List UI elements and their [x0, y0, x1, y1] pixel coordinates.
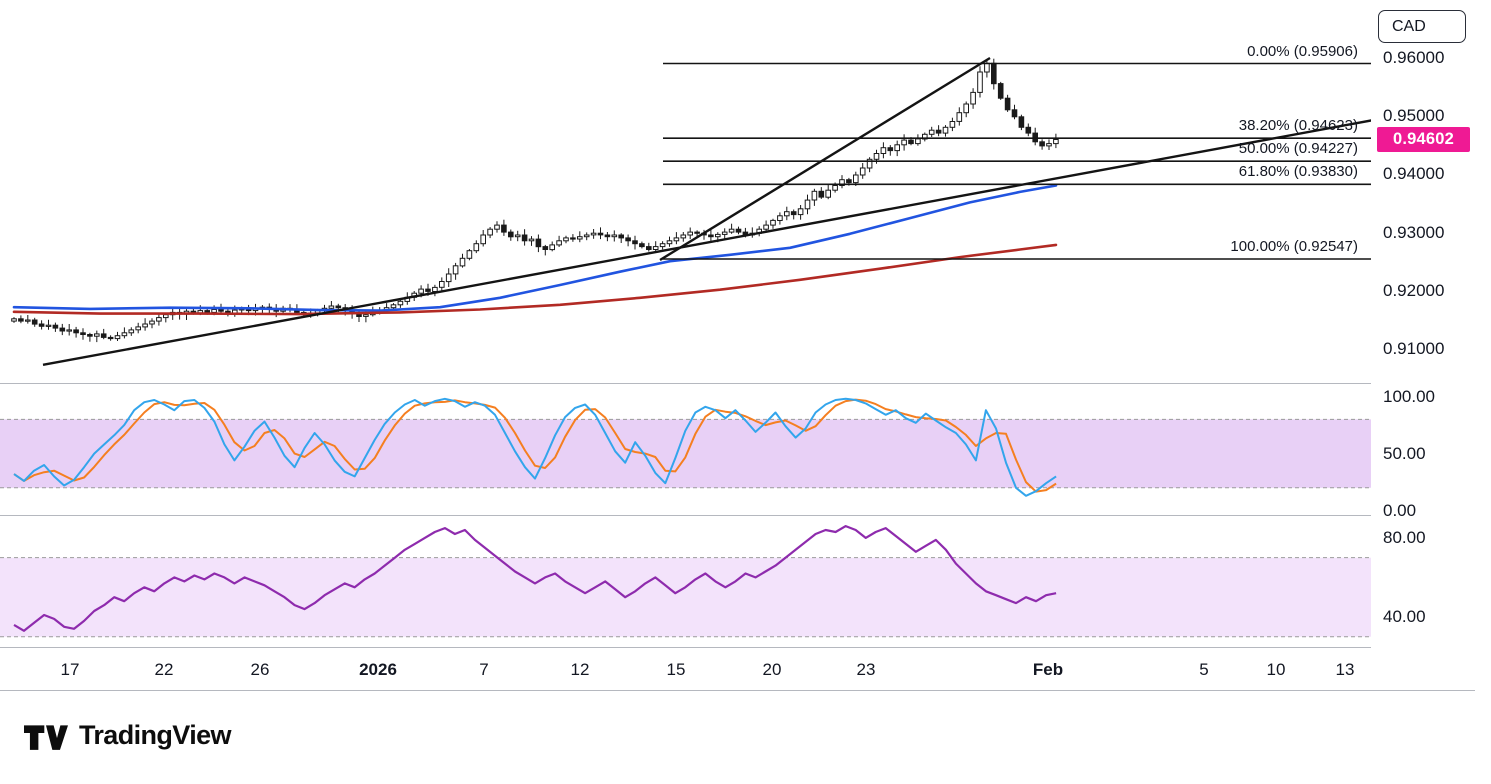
time-axis-label: Feb — [1032, 660, 1064, 679]
price-axis-label: 0.93000 — [1383, 222, 1445, 242]
pane-separator-rsi-bottom — [0, 647, 1475, 648]
rsi-axis-label: 80.00 — [1383, 527, 1426, 547]
stoch-axis-label: 100.00 — [1383, 386, 1435, 406]
fib-level-label: 50.00% (0.94227) — [1238, 140, 1358, 158]
fib-level-label: 61.80% (0.93830) — [1238, 163, 1358, 181]
chart-plot — [0, 56, 1371, 638]
stoch-axis-label: 50.00 — [1383, 443, 1426, 463]
price-scale[interactable]: CAD 0.94602 0.96000 0.95000 0.94000 0.93000… — [1371, 0, 1491, 690]
fib-level-label: 100.00% (0.92547) — [1230, 238, 1358, 256]
footer: TradingView — [24, 720, 232, 751]
time-axis-label: 12 — [570, 660, 590, 679]
time-axis-border — [0, 690, 1475, 691]
stoch-axis-label: 0.00 — [1383, 500, 1417, 520]
tradingview-logo-icon — [24, 725, 68, 750]
tradingview-attribution-link[interactable]: TradingView — [24, 720, 232, 751]
time-axis-label: 23 — [856, 660, 876, 679]
price-axis-label: 0.91000 — [1383, 339, 1445, 359]
price-axis-label: 0.95000 — [1383, 106, 1445, 126]
price-axis-label: 0.92000 — [1383, 280, 1445, 300]
time-axis-label: 7 — [479, 660, 489, 679]
symbol-currency-badge[interactable]: CAD — [1378, 10, 1466, 43]
time-axis-label: 17 — [60, 660, 80, 679]
symbol-currency-label: CAD — [1392, 17, 1426, 35]
time-axis-label: 10 — [1266, 660, 1286, 679]
last-price-badge: 0.94602 — [1377, 126, 1470, 152]
fib-level-label: 0.00% (0.95906) — [1247, 42, 1358, 60]
price-axis-label: 0.94000 — [1383, 164, 1445, 184]
time-axis-label: 22 — [154, 660, 174, 679]
time-axis-label: 15 — [666, 660, 686, 679]
time-scale[interactable]: 17 22 26 2026 7 12 15 20 23 Feb 5 10 13 — [0, 648, 1371, 690]
time-axis-label: 2026 — [359, 660, 397, 679]
time-axis-label: 13 — [1335, 660, 1355, 679]
price-axis-label: 0.96000 — [1383, 48, 1445, 68]
pane-separator-price-stoch[interactable] — [0, 383, 1475, 384]
pane-separator-stoch-rsi[interactable] — [0, 515, 1475, 516]
chart-canvas[interactable]: 0.00% (0.95906) 38.20% (0.94623) 50.00% (0… — [0, 0, 1371, 690]
fib-level-label: 38.20% (0.94623) — [1238, 117, 1358, 135]
rsi-axis-label: 40.00 — [1383, 606, 1426, 626]
time-axis-label: 26 — [250, 660, 270, 679]
tradingview-wordmark: TradingView — [79, 720, 232, 750]
time-axis-label: 5 — [1199, 660, 1209, 679]
time-axis-label: 20 — [762, 660, 782, 679]
